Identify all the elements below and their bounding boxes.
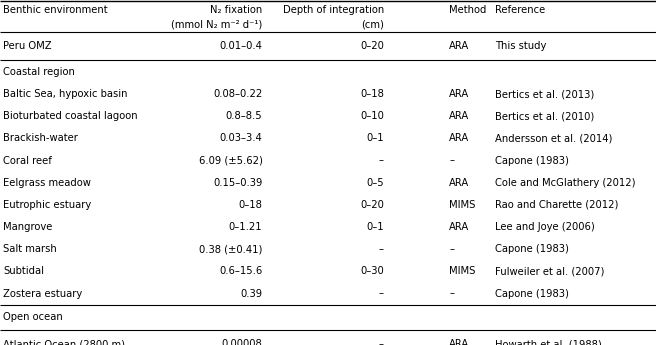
Text: –: – (379, 244, 384, 254)
Text: 0–18: 0–18 (360, 89, 384, 99)
Text: 0.8–8.5: 0.8–8.5 (226, 111, 262, 121)
Text: Mangrove: Mangrove (3, 222, 52, 232)
Text: Open ocean: Open ocean (3, 312, 63, 322)
Text: N₂ fixation: N₂ fixation (210, 5, 262, 15)
Text: Capone (1983): Capone (1983) (495, 156, 569, 166)
Text: 0.15–0.39: 0.15–0.39 (213, 178, 262, 188)
Text: 0.08–0.22: 0.08–0.22 (213, 89, 262, 99)
Text: ARA: ARA (449, 178, 470, 188)
Text: –: – (449, 244, 455, 254)
Text: 0–30: 0–30 (360, 266, 384, 276)
Text: Subtidal: Subtidal (3, 266, 45, 276)
Text: 0–1: 0–1 (366, 134, 384, 144)
Text: Baltic Sea, hypoxic basin: Baltic Sea, hypoxic basin (3, 89, 128, 99)
Text: Brackish-water: Brackish-water (3, 134, 78, 144)
Text: 0–10: 0–10 (360, 111, 384, 121)
Text: 6.09 (±5.62): 6.09 (±5.62) (199, 156, 262, 166)
Text: Salt marsh: Salt marsh (3, 244, 57, 254)
Text: Peru OMZ: Peru OMZ (3, 41, 52, 51)
Text: Capone (1983): Capone (1983) (495, 244, 569, 254)
Text: 0.6–15.6: 0.6–15.6 (219, 266, 262, 276)
Text: Howarth et al. (1988): Howarth et al. (1988) (495, 339, 602, 345)
Text: 0.01–0.4: 0.01–0.4 (220, 41, 262, 51)
Text: Zostera estuary: Zostera estuary (3, 288, 83, 298)
Text: ARA: ARA (449, 222, 470, 232)
Text: ARA: ARA (449, 339, 470, 345)
Text: Coral reef: Coral reef (3, 156, 52, 166)
Text: Benthic environment: Benthic environment (3, 5, 108, 15)
Text: MIMS: MIMS (449, 266, 476, 276)
Text: Method: Method (449, 5, 487, 15)
Text: Bioturbated coastal lagoon: Bioturbated coastal lagoon (3, 111, 138, 121)
Text: ARA: ARA (449, 89, 470, 99)
Text: This study: This study (495, 41, 546, 51)
Text: 0–1: 0–1 (366, 222, 384, 232)
Text: (mmol N₂ m⁻² d⁻¹): (mmol N₂ m⁻² d⁻¹) (171, 19, 262, 29)
Text: Cole and McGlathery (2012): Cole and McGlathery (2012) (495, 178, 636, 188)
Text: 0.38 (±0.41): 0.38 (±0.41) (199, 244, 262, 254)
Text: –: – (379, 288, 384, 298)
Text: 0–1.21: 0–1.21 (229, 222, 262, 232)
Text: 0–5: 0–5 (366, 178, 384, 188)
Text: –: – (379, 156, 384, 166)
Text: Rao and Charette (2012): Rao and Charette (2012) (495, 200, 619, 210)
Text: 0–18: 0–18 (239, 200, 262, 210)
Text: Capone (1983): Capone (1983) (495, 288, 569, 298)
Text: Eelgrass meadow: Eelgrass meadow (3, 178, 91, 188)
Text: –: – (449, 156, 455, 166)
Text: Atlantic Ocean (2800 m): Atlantic Ocean (2800 m) (3, 339, 125, 345)
Text: Lee and Joye (2006): Lee and Joye (2006) (495, 222, 595, 232)
Text: 0–20: 0–20 (360, 200, 384, 210)
Text: Bertics et al. (2013): Bertics et al. (2013) (495, 89, 594, 99)
Text: 0–20: 0–20 (360, 41, 384, 51)
Text: Coastal region: Coastal region (3, 67, 75, 77)
Text: 0.00008: 0.00008 (222, 339, 262, 345)
Text: ARA: ARA (449, 111, 470, 121)
Text: –: – (449, 288, 455, 298)
Text: Bertics et al. (2010): Bertics et al. (2010) (495, 111, 594, 121)
Text: ARA: ARA (449, 41, 470, 51)
Text: Reference: Reference (495, 5, 546, 15)
Text: Fulweiler et al. (2007): Fulweiler et al. (2007) (495, 266, 605, 276)
Text: (cm): (cm) (361, 19, 384, 29)
Text: MIMS: MIMS (449, 200, 476, 210)
Text: –: – (379, 339, 384, 345)
Text: Depth of integration: Depth of integration (283, 5, 384, 15)
Text: 0.39: 0.39 (240, 288, 262, 298)
Text: ARA: ARA (449, 134, 470, 144)
Text: 0.03–3.4: 0.03–3.4 (220, 134, 262, 144)
Text: Eutrophic estuary: Eutrophic estuary (3, 200, 92, 210)
Text: Andersson et al. (2014): Andersson et al. (2014) (495, 134, 613, 144)
